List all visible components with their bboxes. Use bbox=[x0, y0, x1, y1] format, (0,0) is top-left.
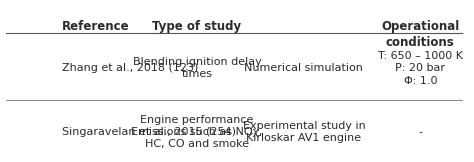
Text: Blending ignition delay
times: Blending ignition delay times bbox=[133, 57, 261, 80]
Text: Operational
conditions: Operational conditions bbox=[381, 21, 459, 50]
Text: Zhang et al., 2018 (123): Zhang et al., 2018 (123) bbox=[62, 63, 198, 73]
Text: Engine performance
Emissions such as NOχ,
HC, CO and smoke: Engine performance Emissions such as NOχ… bbox=[131, 115, 263, 149]
Text: T: 650 – 1000 K
P: 20 bar
Φ: 1.0: T: 650 – 1000 K P: 20 bar Φ: 1.0 bbox=[378, 51, 463, 86]
Text: -: - bbox=[418, 127, 422, 137]
Text: Singaravelan et al., 2015 (254): Singaravelan et al., 2015 (254) bbox=[62, 127, 236, 137]
Text: Reference: Reference bbox=[62, 21, 129, 34]
Text: Type of study: Type of study bbox=[152, 21, 241, 34]
Text: Numerical simulation: Numerical simulation bbox=[245, 63, 364, 73]
Text: Experimental study in
Kirloskar AV1 engine: Experimental study in Kirloskar AV1 engi… bbox=[243, 121, 365, 143]
